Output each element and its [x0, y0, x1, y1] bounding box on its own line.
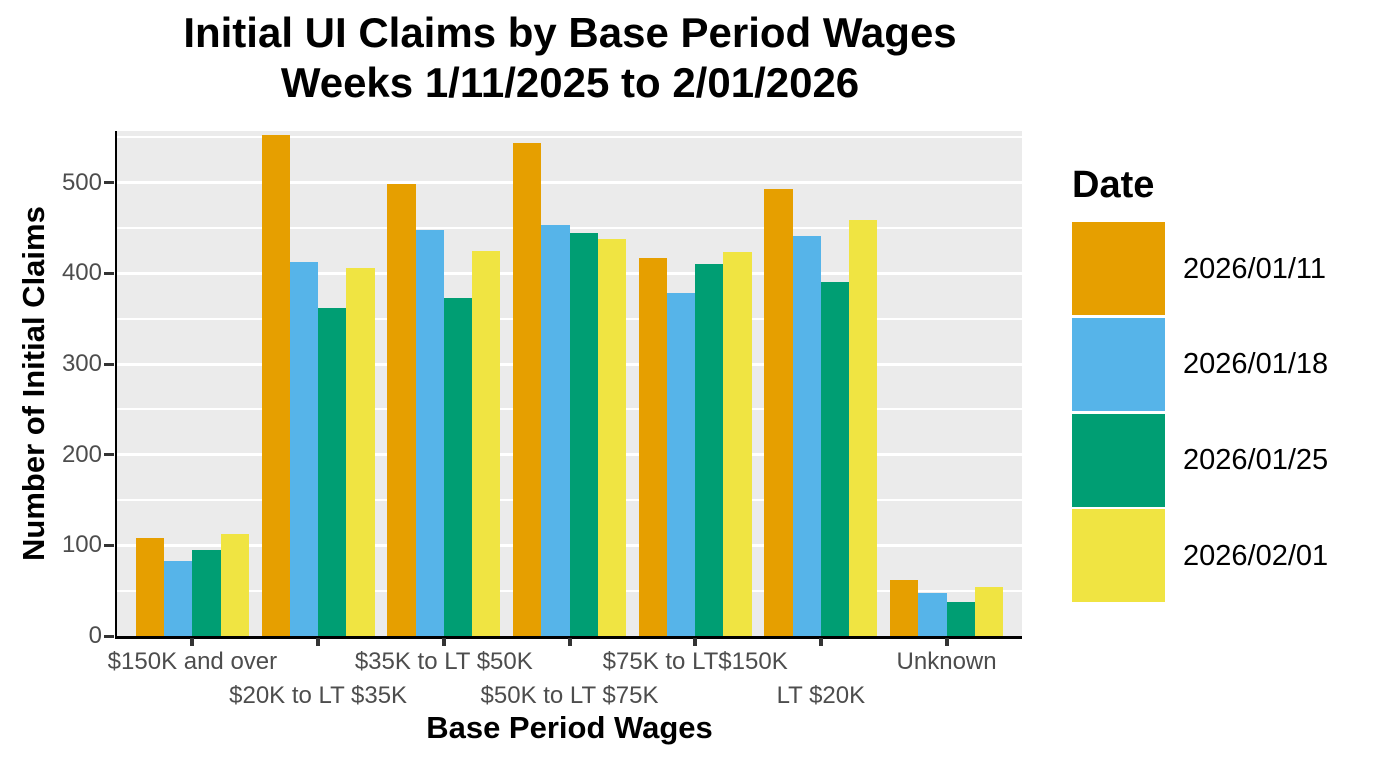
x-tick-mark	[944, 638, 949, 646]
legend-swatch	[1072, 222, 1165, 315]
x-axis-line	[114, 636, 1022, 639]
y-tick-mark	[104, 634, 114, 638]
legend-label: 2026/01/18	[1183, 348, 1329, 381]
y-tick-label: 0	[88, 622, 102, 649]
x-tick-label: $35K to LT $50K	[354, 648, 533, 675]
x-axis-title: Base Period Wages	[426, 710, 713, 745]
legend-label: 2026/02/01	[1183, 539, 1329, 572]
legend-label: 2026/01/11	[1183, 252, 1326, 285]
x-tick-label: Unknown	[896, 648, 997, 675]
y-tick-mark	[104, 453, 114, 457]
y-tick-label: 400	[61, 259, 102, 287]
bar	[918, 593, 947, 636]
y-tick-label: 300	[61, 350, 102, 377]
plot-panel	[117, 131, 1022, 636]
bar	[387, 183, 416, 636]
x-tick-label: LT $20K	[776, 682, 866, 709]
x-tick-mark	[316, 638, 321, 646]
x-tick-label: $50K to LT $75K	[480, 682, 659, 709]
bar	[695, 264, 724, 636]
legend-title: Date	[1072, 164, 1155, 206]
bar	[346, 267, 375, 636]
bar	[849, 219, 878, 636]
bar	[135, 538, 165, 636]
x-tick-label: $150K and over	[107, 648, 278, 675]
bar	[220, 534, 249, 636]
gridline-minor	[117, 136, 1022, 139]
bar	[261, 134, 290, 636]
bar	[723, 252, 752, 636]
bar	[512, 142, 542, 636]
legend-swatch	[1072, 509, 1165, 603]
y-tick-mark	[104, 362, 114, 366]
x-tick-label: $20K to LT $35K	[229, 682, 408, 709]
gridline-major	[117, 181, 1022, 185]
legend-swatch	[1072, 413, 1165, 507]
bar	[974, 587, 1004, 636]
y-tick-label: 200	[61, 440, 102, 468]
bar	[569, 233, 598, 636]
bar	[289, 262, 319, 636]
bar	[192, 549, 221, 636]
y-tick-mark	[104, 181, 114, 185]
bar	[792, 236, 821, 636]
x-tick-mark	[693, 638, 698, 646]
bar	[443, 297, 473, 636]
bar	[638, 257, 667, 636]
bar	[764, 189, 793, 636]
y-tick-mark	[104, 543, 114, 547]
y-axis-line	[114, 131, 117, 639]
bar	[415, 229, 444, 636]
bar	[597, 238, 627, 636]
bar	[541, 225, 570, 636]
legend-label: 2026/01/25	[1183, 444, 1329, 477]
x-tick-mark	[818, 638, 823, 646]
x-tick-mark	[441, 638, 446, 646]
bar	[318, 307, 347, 636]
x-tick-label: $75K to LT$150K	[602, 648, 788, 675]
y-tick-label: 500	[61, 168, 102, 196]
bar	[820, 281, 850, 636]
legend-swatch	[1072, 317, 1165, 411]
bar	[666, 293, 696, 636]
x-tick-mark	[190, 638, 195, 646]
bar	[946, 601, 975, 636]
x-tick-mark	[567, 638, 572, 646]
bar	[890, 579, 919, 636]
y-tick-label: 100	[61, 531, 102, 559]
bar	[472, 250, 501, 636]
gridline-minor	[117, 227, 1022, 229]
y-tick-mark	[104, 271, 114, 275]
bar	[164, 560, 193, 636]
chart-title: Initial UI Claims by Base Period Wages W…	[60, 8, 1080, 108]
chart-title-line2: Weeks 1/11/2025 to 2/01/2026	[280, 59, 860, 106]
chart-title-line1: Initial UI Claims by Base Period Wages	[183, 9, 957, 56]
